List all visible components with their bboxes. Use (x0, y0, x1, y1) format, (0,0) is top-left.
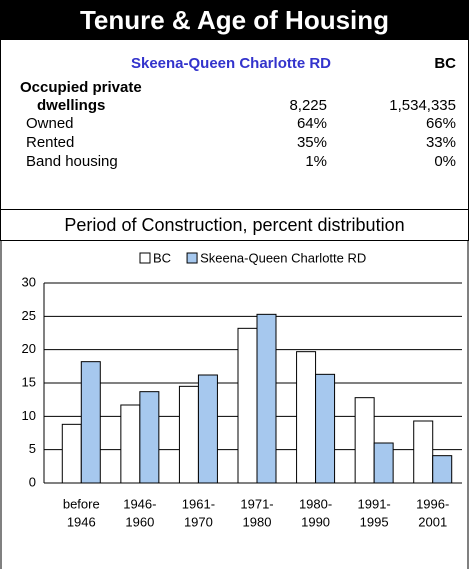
title: Tenure & Age of Housing (79, 5, 390, 35)
row-label: Owned (26, 115, 74, 132)
bar (354, 397, 375, 484)
column-header: BC (434, 55, 456, 72)
cell: 33% (425, 134, 456, 151)
title-bar: Tenure & Age of Housing (0, 0, 469, 40)
bar (178, 385, 199, 484)
row-label: Occupied private dwellings (20, 79, 142, 114)
bar (413, 420, 434, 484)
legend-label: BC (153, 250, 171, 265)
tenure-table: Skeena-Queen Charlotte RD BC Occupied pr… (0, 40, 469, 210)
x-tick-label: 1980- (299, 496, 332, 511)
cell: 64% (296, 115, 327, 132)
x-tick-label: before (63, 496, 100, 511)
legend-swatch (139, 252, 151, 264)
y-tick-label: 20 (22, 341, 36, 356)
x-tick-label: 1996- (416, 496, 449, 511)
x-tick-label: 1960 (125, 514, 154, 529)
bar (80, 361, 101, 484)
chart-title-bar: Period of Construction, percent distribu… (0, 210, 469, 241)
cell: 66% (425, 115, 456, 132)
bar (315, 373, 336, 484)
bar (120, 404, 141, 484)
cell: 0% (434, 153, 456, 170)
y-tick-label: 10 (22, 408, 36, 423)
y-tick-label: 25 (22, 308, 36, 323)
row-label: Band housing (26, 153, 118, 170)
cell: 8,225 (289, 97, 327, 114)
x-tick-label: 2001 (418, 514, 447, 529)
row-label: Rented (26, 134, 75, 151)
x-tick-label: 1971- (240, 496, 273, 511)
legend-swatch (186, 252, 198, 264)
x-tick-label: 1991- (358, 496, 391, 511)
y-tick-label: 15 (22, 374, 36, 389)
bar (432, 455, 453, 484)
legend-label: Skeena-Queen Charlotte RD (200, 250, 366, 265)
y-tick-label: 5 (29, 441, 36, 456)
bar (256, 313, 277, 484)
x-tick-label: 1980 (243, 514, 272, 529)
bar (139, 391, 160, 484)
x-tick-label: 1990 (301, 514, 330, 529)
bar (197, 374, 218, 484)
cell: 35% (296, 134, 327, 151)
cell: 1,534,335 (389, 97, 456, 114)
x-tick-label: 1946- (123, 496, 156, 511)
x-tick-label: 1946 (67, 514, 96, 529)
x-tick-label: 1961- (182, 496, 215, 511)
y-tick-label: 0 (29, 474, 36, 489)
bar (373, 442, 394, 484)
x-tick-label: 1970 (184, 514, 213, 529)
bar (61, 423, 82, 484)
chart-title: Period of Construction, percent distribu… (64, 215, 405, 235)
cell: 1% (305, 153, 327, 170)
chart: 0 5 10 15 20 25 30 BC Skeena-Queen Charlotte RD b… (0, 241, 469, 569)
column-header: Skeena-Queen Charlotte RD (130, 55, 332, 72)
bar (296, 351, 317, 484)
bar (237, 327, 258, 484)
y-tick-label: 30 (22, 274, 36, 289)
x-tick-label: 1995 (360, 514, 389, 529)
